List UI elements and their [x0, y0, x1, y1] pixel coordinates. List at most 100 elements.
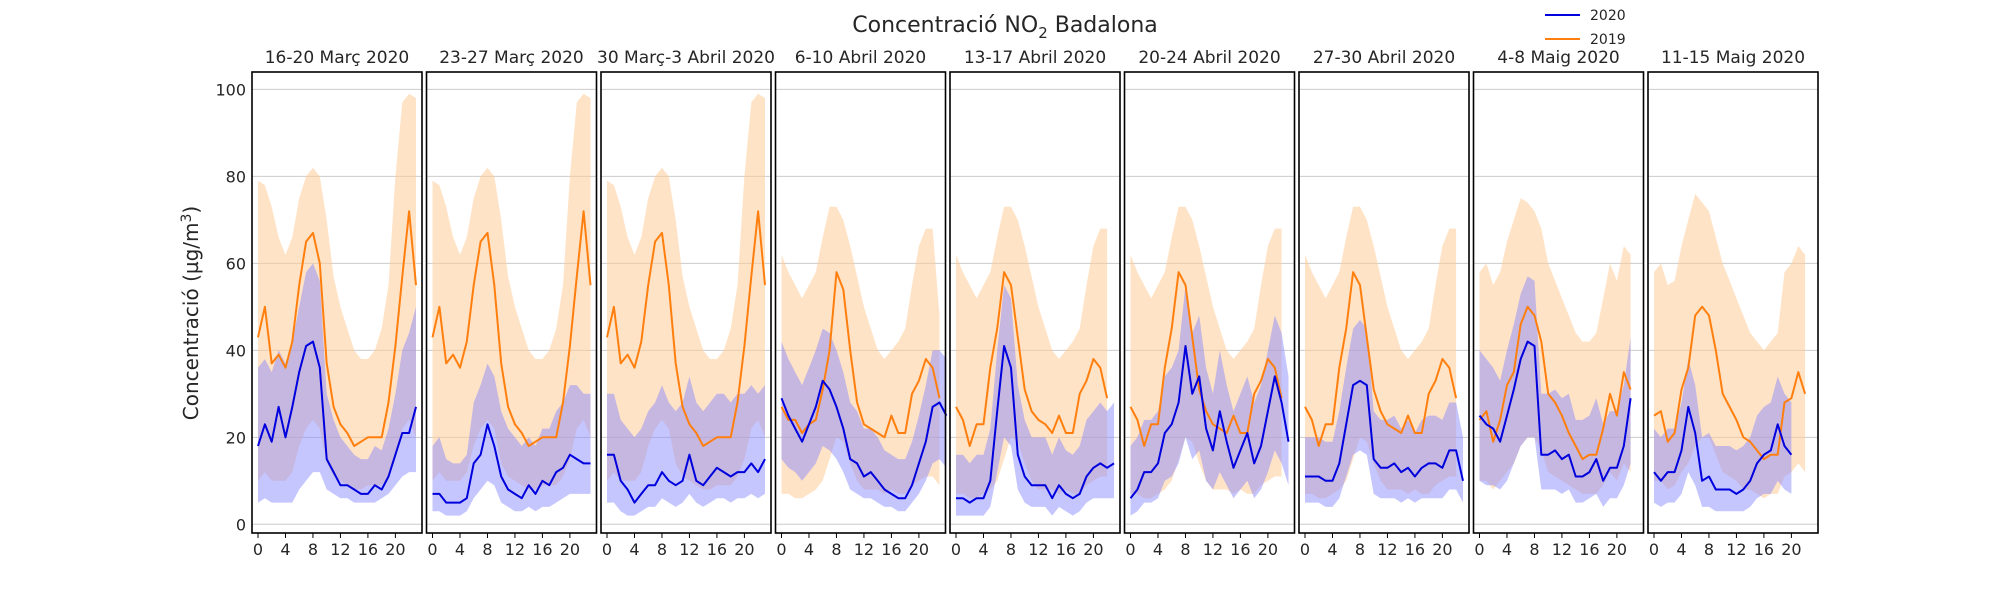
x-tick-label: 8	[1529, 540, 1539, 559]
series-line-2019	[1129, 271, 1283, 447]
y-tick-label: 40	[226, 341, 246, 360]
panel-frame	[600, 71, 772, 534]
panel-7: 27-30 Abril 2020 0 4 8 12 16 20	[1298, 48, 1470, 559]
legend-label-2019: 2019	[1590, 32, 1626, 48]
x-tick-label: 0	[951, 540, 961, 559]
x-tick-label: 4	[978, 540, 988, 559]
x-tick-label: 12	[330, 540, 350, 559]
x-tick-label: 0	[1125, 540, 1135, 559]
band-2020	[956, 285, 1114, 516]
x-tick-label: 0	[1474, 540, 1484, 559]
series-line-2020	[1478, 340, 1632, 482]
series-line-2020	[257, 340, 417, 495]
x-tick-label: 20	[734, 540, 754, 559]
y-tick-label: 0	[236, 515, 246, 534]
legend-label-2020: 2020	[1590, 8, 1626, 24]
x-tick-label: 12	[1377, 540, 1397, 559]
series-line-2020	[956, 345, 1115, 504]
panel-title: 4-8 Maig 2020	[1497, 48, 1619, 68]
panel-title: 11-15 Maig 2020	[1661, 48, 1805, 68]
x-tick-label: 20	[909, 540, 929, 559]
x-tick-label: 12	[1028, 540, 1048, 559]
x-tick-label: 0	[602, 540, 612, 559]
x-tick-label: 12	[1726, 540, 1746, 559]
x-tick-label: 8	[831, 540, 841, 559]
x-tick-label: 0	[427, 540, 437, 559]
band-2019	[781, 206, 940, 499]
series-line-2020	[780, 379, 948, 500]
y-tick-label: 20	[226, 428, 246, 447]
x-tick-label: 16	[1579, 540, 1599, 559]
series-line-2019	[431, 210, 592, 447]
x-tick-label: 4	[804, 540, 814, 559]
x-tick-label: 20	[1258, 540, 1278, 559]
x-tick-label: 4	[1502, 540, 1512, 559]
x-tick-label: 16	[1405, 540, 1425, 559]
band-2019	[1130, 206, 1282, 499]
band-2019	[956, 206, 1108, 499]
x-tick-label: 4	[280, 540, 290, 559]
band-2019	[1305, 206, 1457, 499]
x-tick-label: 16	[707, 540, 727, 559]
series-line-2020	[1305, 379, 1464, 482]
panel-frame	[251, 71, 423, 534]
panel-9: 11-15 Maig 2020 0 4 8 12 16 20	[1647, 48, 1819, 559]
x-tick-label: 8	[308, 540, 318, 559]
series-line-2020	[607, 453, 766, 504]
band-2020	[258, 263, 416, 503]
series-line-2020	[1129, 345, 1290, 499]
x-tick-label: 12	[505, 540, 525, 559]
y-axis-label-suffix: )	[179, 206, 203, 214]
x-tick-label: 4	[1153, 540, 1163, 559]
panel-3: 30 Març-3 Abril 2020 0 4 8 12 16 20	[597, 48, 775, 559]
panel-4: 6-10 Abril 2020 0 4 8 12 16 20	[774, 48, 948, 559]
series-line-2019	[606, 210, 766, 447]
series-line-2020	[1653, 405, 1793, 495]
x-tick-label: 16	[532, 540, 552, 559]
x-tick-label: 20	[385, 540, 405, 559]
x-tick-label: 12	[679, 540, 699, 559]
panel-5: 13-17 Abril 2020 0 4 8 12 16 20	[949, 48, 1121, 559]
legend: 2020 2019	[1545, 8, 1626, 48]
x-tick-label: 16	[1754, 540, 1774, 559]
x-tick-label: 20	[1432, 540, 1452, 559]
panel-frame	[1472, 71, 1645, 534]
x-tick-label: 16	[358, 540, 378, 559]
chart-title-subscript: 2	[1038, 24, 1048, 42]
x-tick-label: 12	[1552, 540, 1572, 559]
x-tick-label: 12	[1203, 540, 1223, 559]
panel-title: 6-10 Abril 2020	[795, 48, 927, 68]
band-2020	[607, 376, 765, 516]
series-line-2019	[257, 210, 417, 447]
panel-6: 20-24 Abril 2020 0 4 8 12 16 20	[1123, 48, 1296, 559]
x-tick-label: 0	[1300, 540, 1310, 559]
y-axis-label-superscript: 3	[179, 214, 195, 223]
band-2020	[1305, 319, 1463, 507]
band-2020	[1654, 359, 1792, 512]
band-2019	[432, 93, 591, 490]
panel-frame	[949, 71, 1121, 534]
band-2019	[258, 93, 416, 490]
series-line-2019	[1653, 305, 1807, 461]
y-axis-label: Concentració (µg/m3)	[179, 206, 203, 421]
y-tick-label: 80	[226, 167, 246, 186]
x-tick-label: 0	[253, 540, 263, 559]
x-tick-label: 8	[1180, 540, 1190, 559]
band-2019	[607, 93, 765, 490]
x-tick-label: 4	[1676, 540, 1686, 559]
y-tick-label: 100	[215, 80, 246, 99]
x-tick-label: 4	[629, 540, 639, 559]
band-2019	[1479, 198, 1631, 494]
x-tick-label: 16	[1056, 540, 1076, 559]
x-tick-label: 20	[1781, 540, 1801, 559]
band-2020	[1130, 285, 1289, 516]
x-tick-label: 0	[1649, 540, 1659, 559]
panel-8: 4-8 Maig 2020 0 4 8 12 16 20	[1472, 48, 1645, 559]
panel-frame	[425, 71, 598, 534]
x-tick-label: 16	[881, 540, 901, 559]
panel-frame	[1123, 71, 1296, 534]
panel-frame	[1298, 71, 1470, 534]
panel-title: 16-20 Març 2020	[265, 48, 410, 68]
x-tick-label: 20	[1083, 540, 1103, 559]
